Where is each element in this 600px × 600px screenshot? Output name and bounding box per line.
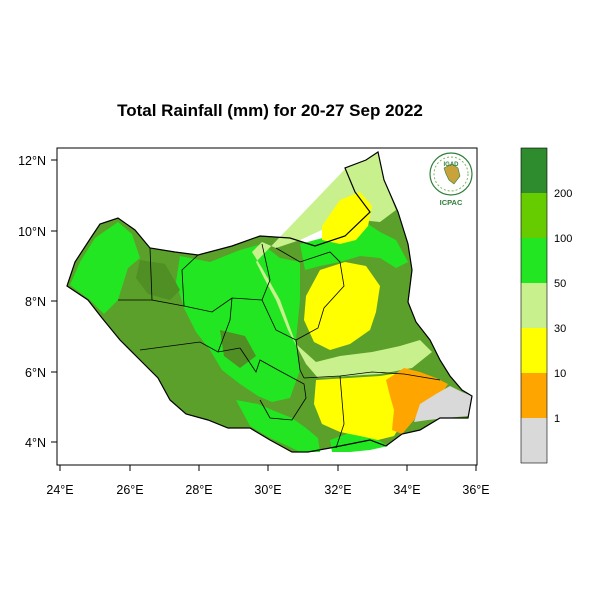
region-green-nw (70, 222, 140, 314)
region-light-green (252, 152, 432, 378)
region-yellow (322, 192, 372, 244)
patch-dark (136, 260, 180, 300)
colorbar-label: 1 (554, 413, 560, 425)
rainfall-field (67, 152, 472, 452)
colorbar-swatch (521, 238, 547, 283)
x-tick-labels: 24°E 26°E 28°E 30°E 32°E 34°E 36°E (46, 483, 489, 497)
colorbar-swatch (521, 418, 547, 463)
region-green-ne (300, 224, 408, 270)
y-tick-label: 4°N (25, 436, 46, 450)
x-tick-label: 26°E (116, 483, 143, 497)
y-axis (51, 159, 57, 443)
colorbar-label: 200 (554, 188, 572, 200)
colorbar-label: 50 (554, 278, 566, 290)
x-tick-label: 24°E (46, 483, 73, 497)
colorbar-swatch (521, 193, 547, 238)
region-orange (386, 368, 448, 434)
y-tick-label: 8°N (25, 295, 46, 309)
colorbar-label: 100 (554, 233, 572, 245)
x-tick-label: 34°E (393, 483, 420, 497)
colorbar-swatch (521, 148, 547, 193)
x-tick-label: 32°E (324, 483, 351, 497)
igad-icpac-logo: IGAD ICPAC (429, 152, 473, 207)
colorbar-swatch (521, 283, 547, 328)
colorbar: 200 100 50 30 10 1 (520, 147, 572, 464)
map-title: Total Rainfall (mm) for 20-27 Sep 2022 (117, 101, 423, 120)
y-tick-label: 12°N (18, 154, 46, 168)
colorbar-swatch (521, 373, 547, 418)
y-tick-label: 10°N (18, 225, 46, 239)
region-green-south (236, 400, 320, 452)
colorbar-label: 30 (554, 323, 566, 335)
logo-top-text: IGAD (444, 162, 460, 168)
logo-bottom-text: ICPAC (440, 198, 463, 207)
colorbar-swatch (521, 328, 547, 373)
colorbar-label: 10 (554, 368, 566, 380)
region-grey (414, 386, 472, 422)
y-tick-label: 6°N (25, 366, 46, 380)
x-tick-label: 30°E (254, 483, 281, 497)
y-tick-labels: 12°N 10°N 8°N 6°N 4°N (18, 154, 46, 450)
x-tick-label: 28°E (185, 483, 212, 497)
state-boundaries (66, 151, 473, 453)
region-yellow-2 (304, 262, 380, 350)
x-axis (59, 465, 477, 471)
x-tick-label: 36°E (462, 483, 489, 497)
